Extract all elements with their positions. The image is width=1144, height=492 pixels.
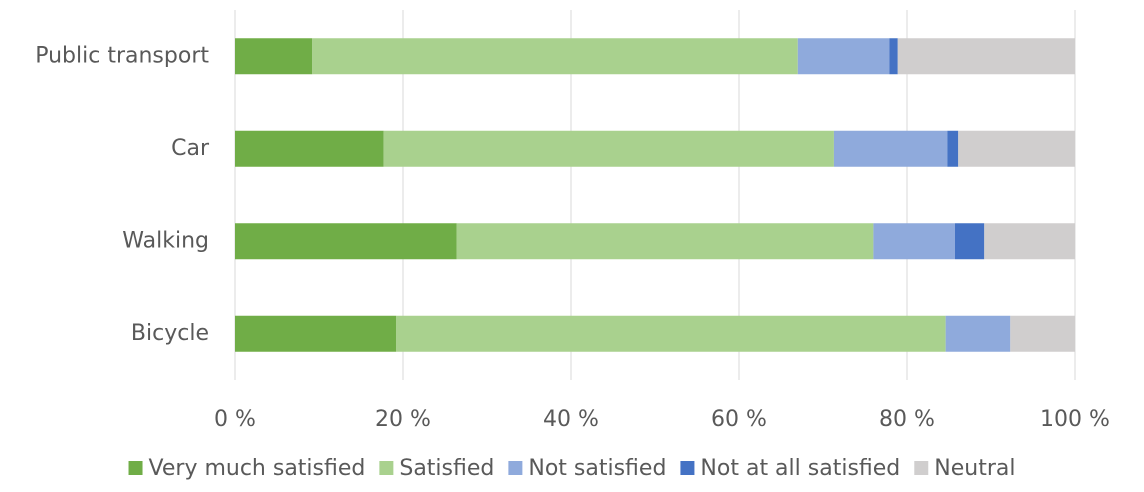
legend-swatch (508, 461, 523, 475)
bar-segment (235, 223, 457, 260)
bar-segment (897, 38, 1075, 75)
bar-segment (984, 223, 1075, 260)
legend-swatch (914, 461, 929, 475)
bar-segment (954, 223, 985, 260)
bar-segment (235, 315, 397, 352)
legend-swatch (680, 461, 695, 475)
bar-segment (383, 130, 834, 167)
legend-label: Not satisfied (528, 456, 666, 481)
bar-segment (797, 38, 890, 75)
bar-segment (235, 130, 384, 167)
x-tick-label: 60 % (711, 407, 767, 432)
legend-label: Very much satisfied (149, 456, 366, 481)
bar-segment (312, 38, 798, 75)
bar-segment (396, 315, 946, 352)
legend-label: Neutral (934, 456, 1015, 481)
legend-swatch (379, 461, 394, 475)
x-tick-label: 40 % (543, 407, 599, 432)
y-tick-label: Car (171, 136, 210, 161)
y-tick-label: Public transport (35, 43, 209, 68)
legend-label: Satisfied (399, 456, 494, 481)
x-tick-label: 0 % (214, 407, 256, 432)
bar-segment (873, 223, 955, 260)
bar-segment (456, 223, 874, 260)
bar-segment (958, 130, 1075, 167)
bar-segment (1010, 315, 1075, 352)
legend-swatch (128, 461, 143, 475)
bar-segment (889, 38, 898, 75)
x-tick-label: 20 % (375, 407, 431, 432)
x-tick-label: 100 % (1040, 407, 1110, 432)
y-tick-label: Bicycle (131, 321, 209, 346)
x-tick-label: 80 % (879, 407, 935, 432)
bar-segment (947, 130, 959, 167)
bar-segment (833, 130, 948, 167)
bar-segment (945, 315, 1011, 352)
legend-label: Not at all satisfied (700, 456, 900, 481)
bar-segment (235, 38, 313, 75)
y-tick-label: Walking (122, 228, 209, 253)
